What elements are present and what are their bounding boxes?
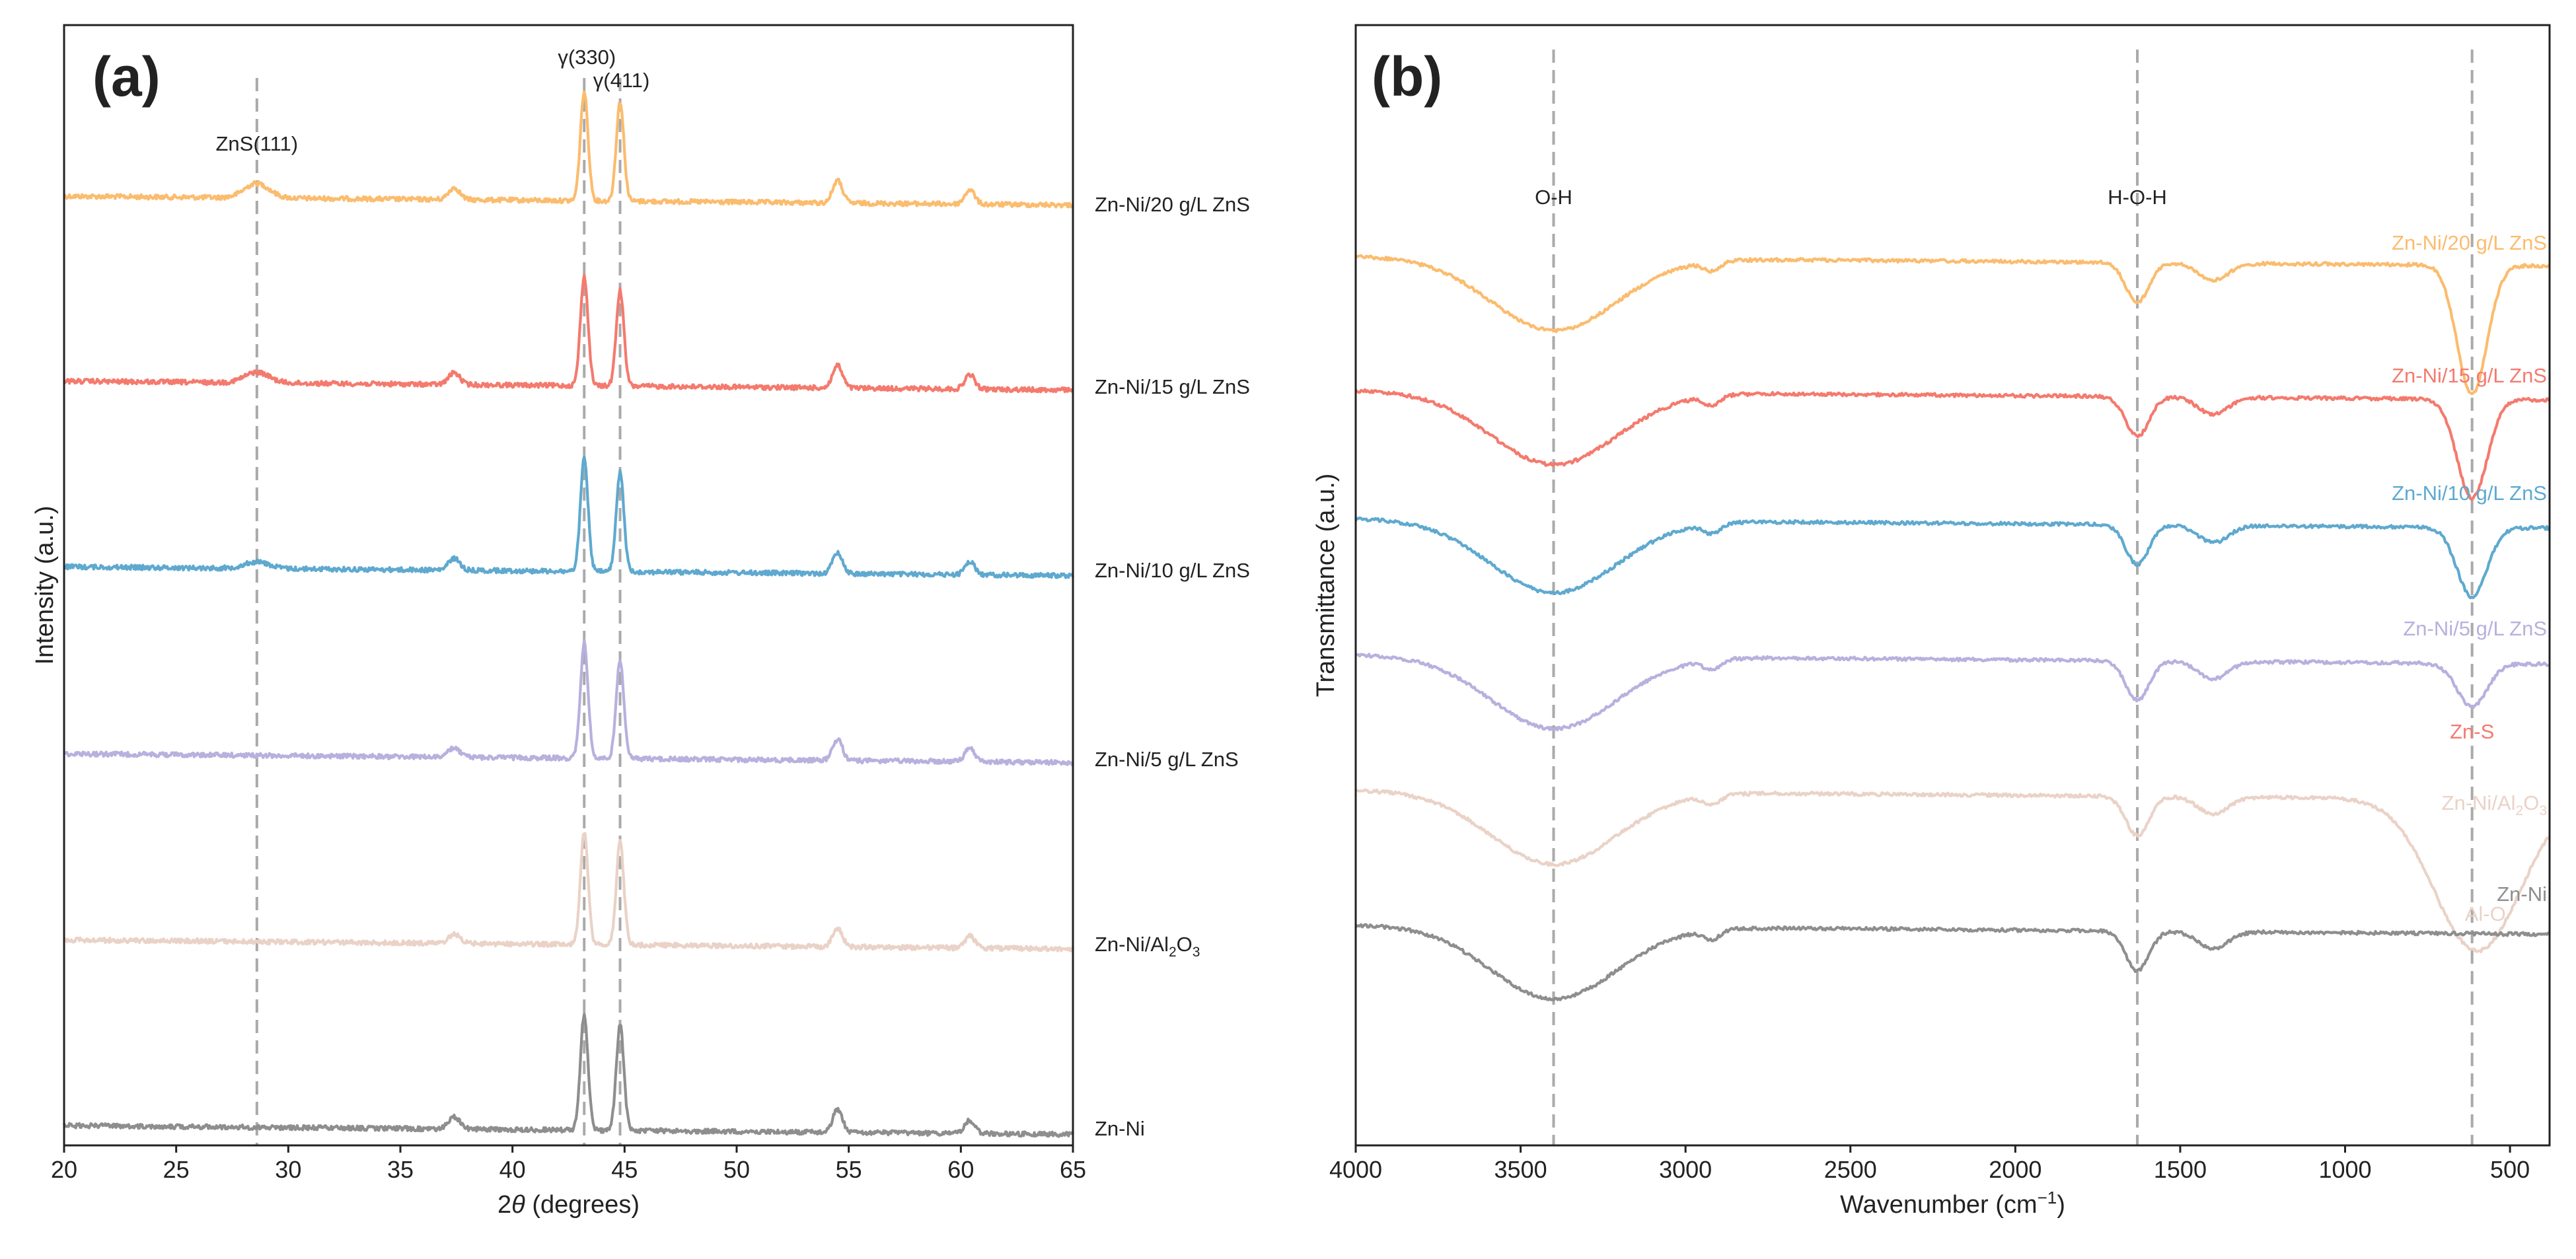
xrd-x-tick-label: 30 (275, 1156, 301, 1183)
xrd-x-label-suffix: (degrees) (525, 1191, 640, 1219)
xrd-series-line (63, 90, 1075, 209)
xrd-x-tick-label: 50 (723, 1156, 750, 1183)
ftir-band-annotation: Al-O (2465, 902, 2506, 925)
label-subscript: 3 (1193, 945, 1200, 960)
ftir-plot-frame (1354, 24, 2551, 1147)
xrd-series-label: Zn-Ni/15 g/L ZnS (1095, 375, 1250, 398)
ftir-x-tick-label: 2500 (1824, 1156, 1877, 1183)
label-subscript: 2 (2516, 803, 2524, 818)
ftir-series-line (1354, 923, 2551, 1002)
ftir-x-tick-label: 3000 (1659, 1156, 1712, 1183)
xrd-peak-annotation: ZnS(111) (216, 132, 299, 155)
ftir-x-tick-label: 500 (2490, 1156, 2530, 1183)
label-part: O (1177, 933, 1193, 956)
xrd-x-tick-label: 20 (51, 1156, 77, 1183)
xrd-series-line (62, 1012, 1074, 1138)
ftir-series-label: Zn-Ni/Al2O3 (2442, 791, 2547, 818)
ftir-series-label: Zn-Ni/15 g/L ZnS (2392, 364, 2547, 387)
xrd-x-tick-label: 40 (499, 1156, 526, 1183)
xrd-peak-annotation: γ(411) (593, 69, 650, 92)
ftir-band-annotation: Zn-S (2450, 720, 2494, 743)
ftir-x-label-end: ) (2057, 1191, 2065, 1219)
xrd-x-axis-label: 2θ (degrees) (497, 1191, 640, 1219)
xrd-plot-frame (63, 24, 1074, 1147)
label-subscript: 3 (2539, 803, 2547, 818)
xrd-series-label: Zn-Ni/5 g/L ZnS (1095, 748, 1239, 771)
ftir-x-tick-label: 2000 (1989, 1156, 2042, 1183)
ftir-series-line (1354, 516, 2550, 600)
xrd-series-label: Zn-Ni/10 g/L ZnS (1095, 559, 1250, 582)
ftir-series-label: Zn-Ni/20 g/L ZnS (2392, 231, 2547, 254)
xrd-series-line (63, 832, 1075, 953)
xrd-x-tick-label: 35 (387, 1156, 414, 1183)
xrd-x-tick-label: 25 (163, 1156, 190, 1183)
ftir-x-tick-label: 3500 (1494, 1156, 1547, 1183)
xrd-panel-label: (a) (92, 46, 161, 108)
ftir-x-tick-label: 1000 (2318, 1156, 2371, 1183)
xrd-series-label: Zn-Ni (1095, 1117, 1145, 1140)
ftir-series-label: Zn-Ni (2497, 882, 2547, 906)
ftir-x-axis-label: Wavenumber (cm−1) (1840, 1188, 2065, 1219)
xrd-series-label: Zn-Ni/Al2O3 (1095, 933, 1200, 960)
ftir-series-line (1355, 653, 2550, 732)
ftir-band-annotation: O-H (1535, 186, 1572, 209)
xrd-x-label-symbol: θ (511, 1191, 525, 1219)
ftir-panel: 4000 3500 3000 2500 2000 1500 1000 500 Wavenumbe… (1312, 24, 2551, 1219)
label-part: Zn-Ni/Al (1095, 933, 1169, 956)
xrd-x-tick-label: 55 (836, 1156, 862, 1183)
ftir-y-axis-label: Transmittance (a.u.) (1312, 474, 1340, 698)
label-part: Zn-Ni/Al (2442, 791, 2516, 814)
xrd-x-tick-label: 60 (947, 1156, 974, 1183)
ftir-x-label-main: Wavenumber (cm (1840, 1191, 2037, 1219)
xrd-y-axis-label: Intensity (a.u.) (31, 506, 59, 665)
ftir-series-line (1354, 254, 2551, 396)
label-part: O (2523, 791, 2539, 814)
xrd-series-line (63, 639, 1074, 766)
xrd-x-label-prefix: 2 (497, 1191, 511, 1219)
xrd-x-tick-label: 45 (611, 1156, 638, 1183)
ftir-series-line (1355, 788, 2551, 954)
ftir-panel-label: (b) (1372, 46, 1442, 108)
ftir-band-annotation: H-O-H (2108, 186, 2167, 209)
xrd-peak-annotation: γ(330) (558, 46, 616, 69)
ftir-series-label: Zn-Ni/5 g/L ZnS (2403, 617, 2547, 640)
label-subscript: 2 (1169, 945, 1177, 960)
xrd-series-line (63, 273, 1074, 394)
ftir-x-label-superscript: −1 (2038, 1188, 2057, 1207)
ftir-series-label: Zn-Ni/10 g/L ZnS (2392, 482, 2547, 505)
ftir-series-line (1354, 388, 2551, 501)
ftir-x-tick-label: 1500 (2154, 1156, 2207, 1183)
xrd-series-label: Zn-Ni/20 g/L ZnS (1095, 193, 1250, 216)
xrd-series-line (63, 455, 1074, 579)
xrd-x-tick-label: 65 (1060, 1156, 1086, 1183)
ftir-x-tick-label: 4000 (1329, 1156, 1382, 1183)
